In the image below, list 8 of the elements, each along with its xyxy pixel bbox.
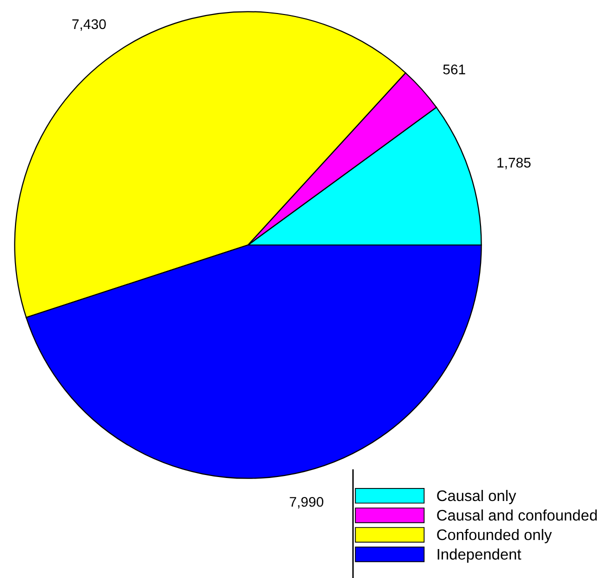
legend-label: Causal and confounded: [437, 509, 597, 521]
data-label: 561: [443, 64, 466, 74]
legend-label: Causal only: [437, 490, 516, 504]
legend-label: Independent: [438, 548, 522, 563]
data-label: 1,785: [497, 158, 531, 170]
data-label: 7,430: [72, 19, 106, 31]
data-label: 7,990: [290, 496, 324, 508]
legend-label: Confounded only: [437, 528, 552, 544]
